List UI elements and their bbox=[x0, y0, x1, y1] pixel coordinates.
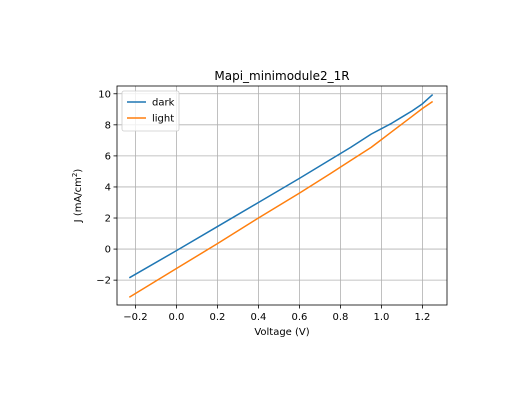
y-tick-label: 2 bbox=[105, 214, 111, 225]
chart-title: Mapi_minimodule2_1R bbox=[214, 69, 349, 83]
y-axis-ticks: −2 0 2 4 6 8 10 bbox=[96, 89, 117, 287]
y-tick-label: 4 bbox=[105, 182, 111, 193]
legend-box bbox=[121, 90, 180, 132]
x-tick-label: 0.2 bbox=[209, 312, 225, 323]
y-axis-label-main: J (mA/cm bbox=[73, 177, 84, 223]
x-tick-label: −0.2 bbox=[123, 312, 147, 323]
series-line-dark bbox=[128, 93, 434, 279]
y-tick-label: 8 bbox=[105, 120, 111, 131]
x-tick-label: 0.4 bbox=[250, 312, 266, 323]
y-tick-label: 6 bbox=[105, 151, 111, 162]
y-axis-label: J (mA/cm2) bbox=[71, 169, 84, 224]
x-tick-label: 0.6 bbox=[291, 312, 307, 323]
legend-label-light: light bbox=[152, 114, 174, 125]
x-axis-label: Voltage (V) bbox=[254, 327, 309, 338]
y-axis-label-superscript: 2 bbox=[71, 173, 79, 177]
y-tick-label: −2 bbox=[96, 276, 111, 287]
series-line-light bbox=[128, 100, 434, 298]
y-axis-label-tail: ) bbox=[73, 169, 84, 173]
x-axis-ticks: −0.2 0.0 0.2 0.4 0.6 0.8 1.0 1.2 bbox=[123, 305, 430, 323]
x-tick-label: 1.0 bbox=[373, 312, 389, 323]
grid bbox=[117, 86, 447, 305]
legend: dark light bbox=[121, 90, 180, 132]
x-tick-label: 0.8 bbox=[332, 312, 348, 323]
y-tick-label: 0 bbox=[105, 245, 111, 256]
x-tick-label: 0.0 bbox=[168, 312, 184, 323]
y-tick-label: 10 bbox=[98, 89, 111, 100]
plot-frame bbox=[116, 85, 448, 306]
legend-label-dark: dark bbox=[152, 98, 175, 109]
series-layer bbox=[128, 93, 434, 298]
x-tick-label: 1.2 bbox=[414, 312, 430, 323]
